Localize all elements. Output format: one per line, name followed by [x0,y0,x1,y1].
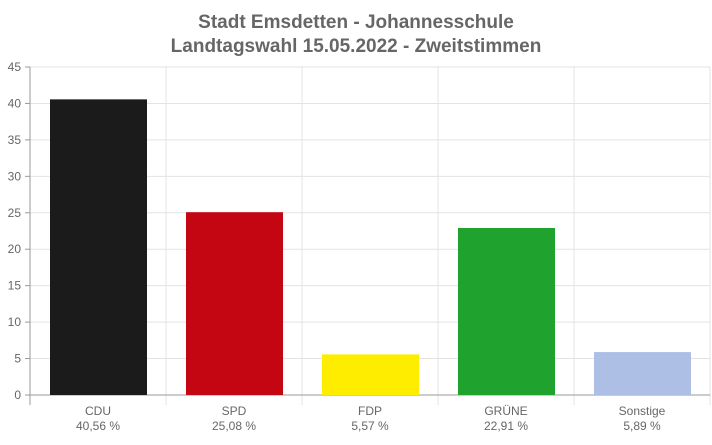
x-tick-sublabel: 5,89 % [623,419,661,433]
y-tick-label: 40 [8,96,22,110]
y-tick-label: 35 [8,133,22,147]
x-tick-label: SPD [222,404,247,418]
x-tick-label: GRÜNE [484,404,527,418]
x-tick-label: Sonstige [619,404,666,418]
y-tick-label: 45 [8,60,22,74]
bar-grüne[interactable] [458,228,555,395]
x-tick-sublabel: 5,57 % [351,419,389,433]
chart-title-line-1: Stadt Emsdetten - Johannesschule [198,12,514,33]
x-tick-sublabel: 22,91 % [484,419,528,433]
y-tick-label: 30 [8,169,22,183]
y-tick-label: 5 [14,352,21,366]
chart-title-line-2: Landtagswahl 15.05.2022 - Zweitstimmen [171,36,542,57]
x-tick-label: CDU [85,404,111,418]
y-tick-label: 15 [8,279,22,293]
bar-cdu[interactable] [50,99,147,395]
bar-fdp[interactable] [322,354,419,395]
bars [50,99,691,395]
x-tick-sublabel: 40,56 % [76,419,120,433]
y-tick-label: 20 [8,242,22,256]
y-tick-label: 25 [8,206,22,220]
y-tick-label: 10 [8,315,22,329]
x-tick-sublabel: 25,08 % [212,419,256,433]
bar-spd[interactable] [186,212,283,395]
bar-sonstige[interactable] [594,352,691,395]
y-tick-label: 0 [14,388,21,402]
x-tick-label: FDP [358,404,382,418]
